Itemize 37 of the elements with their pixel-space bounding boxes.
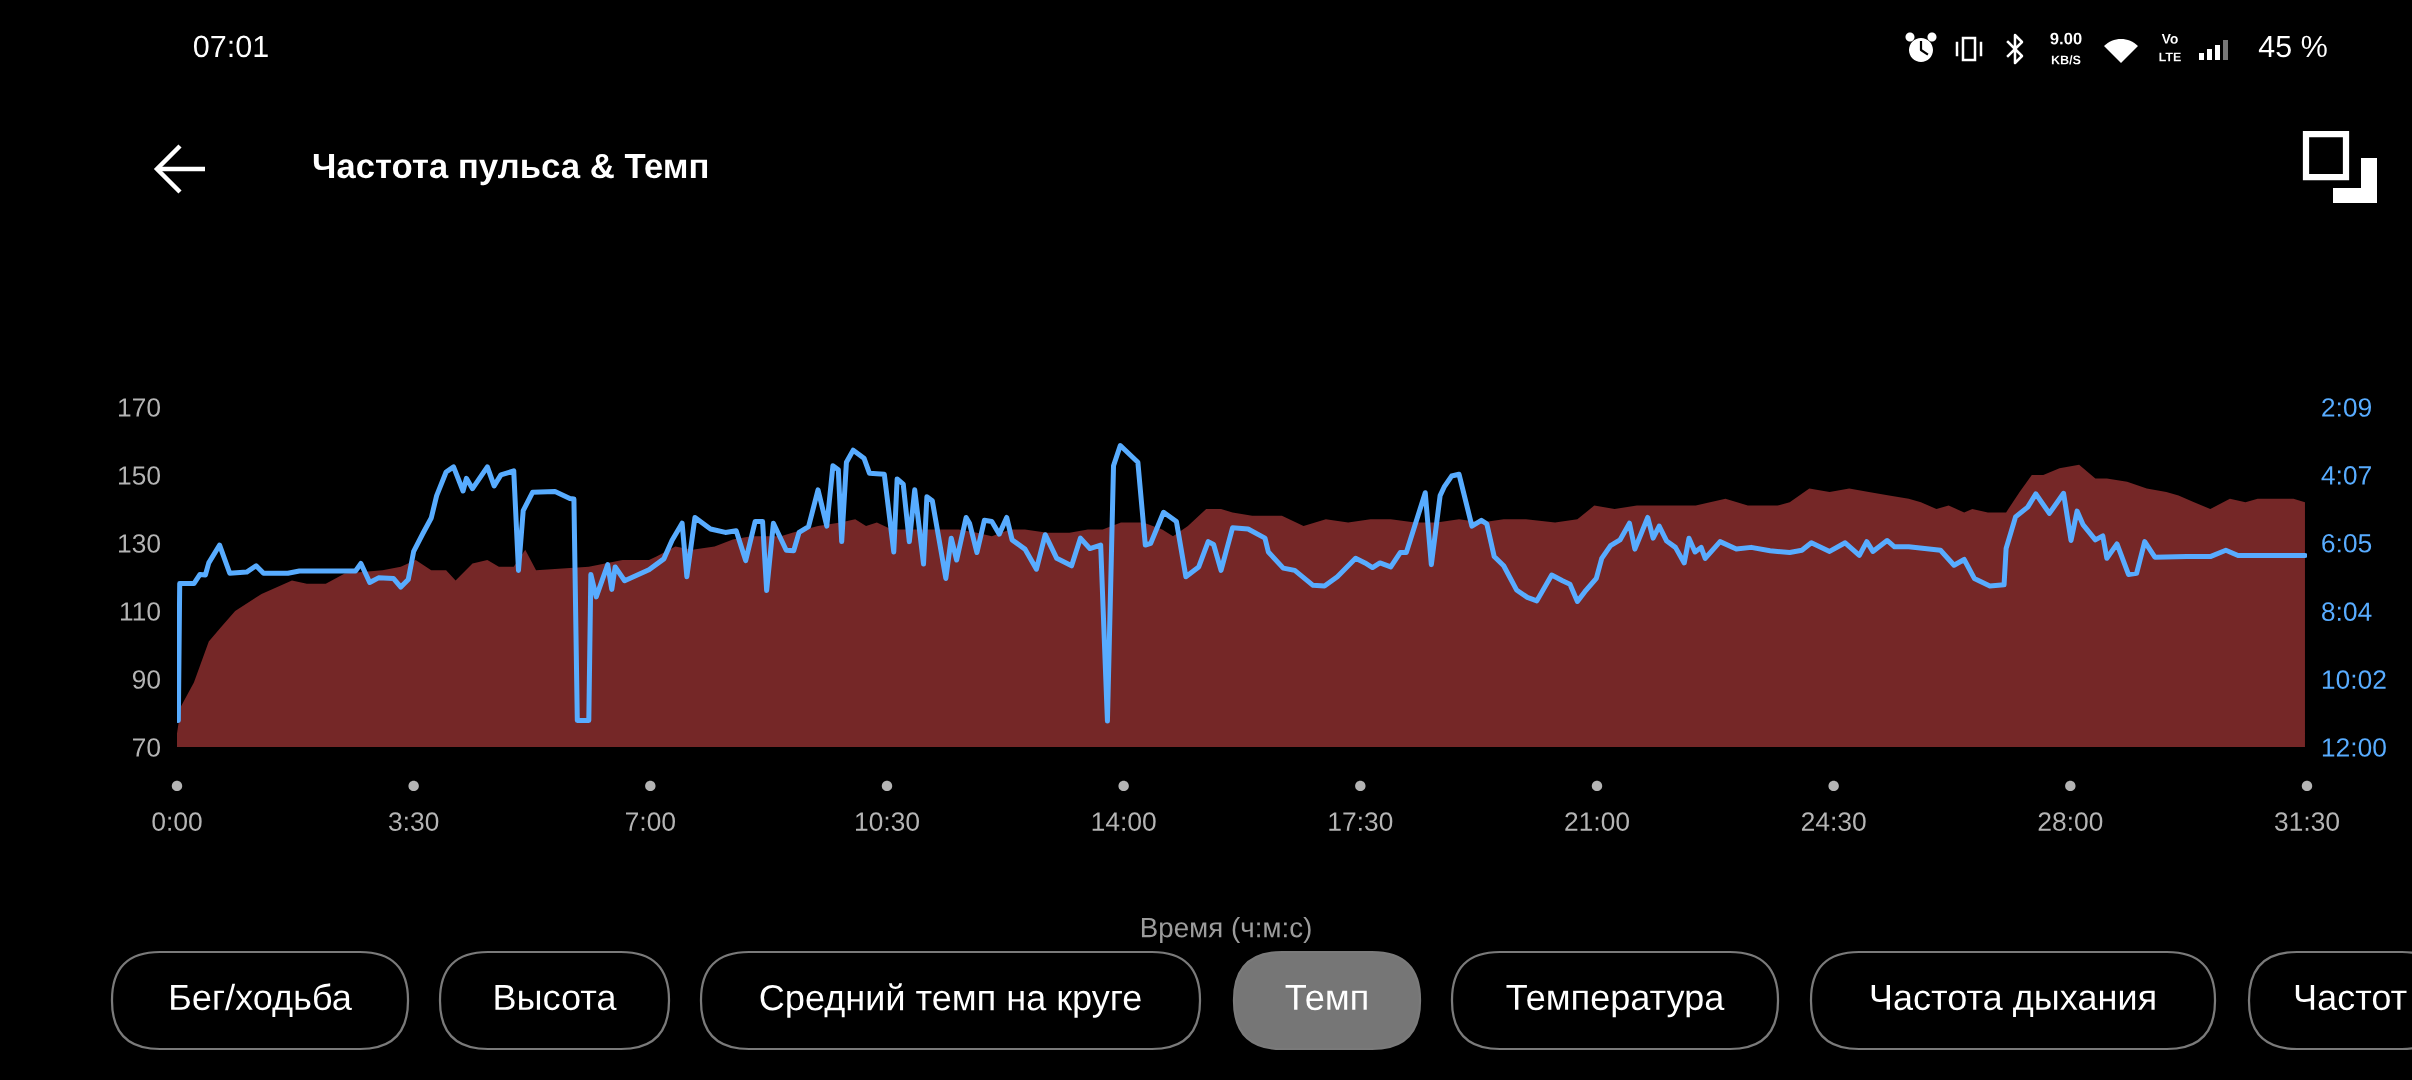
text: Частот [2295,984,2407,1011]
y2-tick-label: 8:04 [2322,602,2372,622]
text: 45 % [2258,35,2327,58]
y-tick-label: 170 [119,398,160,417]
x-axis-title: Время (ч:м:с) [1141,917,1311,943]
y-tick-label: 70 [133,738,160,757]
text: Бег/ходьба [171,983,352,1018]
text: Средний темп на круге [760,983,1141,1018]
text: Частота дыхания [1871,984,2155,1018]
text: Темп [1285,984,1367,1011]
y-tick-label: 110 [120,602,160,621]
y-tick-label: 150 [119,466,160,485]
y-tick-label: 90 [132,670,160,689]
y2-tick-label: 10:02 [2322,670,2386,689]
x-tick-label: 0:00 [152,812,202,831]
x-tick-label: 7:00 [626,812,675,831]
text: KB/S [2051,55,2081,65]
x-tick-label: 24:30 [1801,812,1866,831]
y2-tick-label: 6:05 [2322,533,2372,553]
text: 9.00 [2050,32,2082,45]
chart-title: Частота пульса & Темп [313,153,708,186]
y2-tick-label: 4:07 [2321,466,2371,485]
text: 07:01 [193,35,268,58]
text: Температура [1506,984,1725,1018]
x-tick-label: 14:00 [1092,812,1156,831]
x-tick-label: 21:00 [1565,812,1629,831]
x-tick-label: 3:30 [389,812,439,831]
text: LTE [2159,52,2181,62]
y2-tick-label: 12:00 [2322,738,2386,757]
x-tick-label: 10:30 [856,812,919,831]
y-tick-label: 130 [119,534,160,553]
x-tick-label: 17:30 [1329,812,1393,831]
text: Vo [2161,34,2178,44]
x-tick-label: 31:30 [2274,812,2339,831]
x-tick-label: 28:00 [2038,812,2103,831]
y2-tick-label: 2:09 [2322,398,2371,417]
text: Высота [495,984,617,1011]
